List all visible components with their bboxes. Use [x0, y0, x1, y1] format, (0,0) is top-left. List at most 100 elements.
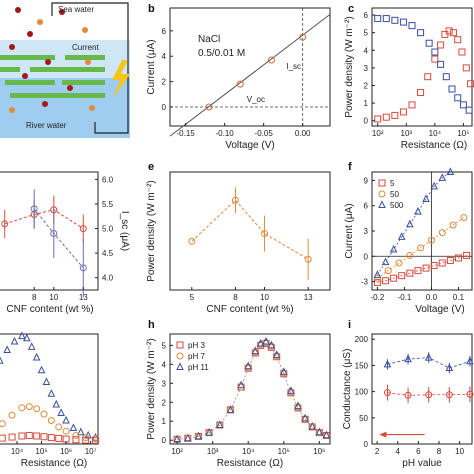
x-tick-label: 0.1 — [453, 293, 465, 302]
data-point — [395, 259, 403, 267]
data-point — [422, 194, 430, 202]
x-tick-label: 13 — [304, 293, 313, 302]
data-point — [373, 278, 381, 286]
data-point — [262, 336, 270, 345]
data-point — [231, 196, 239, 204]
data-point — [294, 401, 302, 410]
annotation-text: NaCl — [198, 34, 220, 45]
data-point — [467, 80, 474, 88]
ion — [15, 7, 21, 13]
data-point — [72, 436, 80, 444]
data-point — [431, 55, 439, 63]
data-point — [373, 274, 381, 282]
panel-letter-f: f — [348, 161, 352, 173]
data-point — [79, 225, 87, 233]
x-tick-label: 10⁴ — [242, 447, 255, 456]
data-point — [226, 405, 235, 413]
data-point — [445, 27, 453, 35]
data-point — [18, 432, 26, 440]
ion — [37, 19, 43, 25]
data-point — [287, 386, 295, 394]
x-tick-label: 5 — [190, 293, 195, 302]
data-point — [422, 264, 430, 272]
y-axis-label: Conductance (μS) — [342, 349, 353, 430]
x-tick-label: 8 — [32, 293, 37, 302]
x-axis-label: Resistance (Ω) — [21, 458, 87, 469]
y-tick-label: 6.0 — [102, 175, 114, 184]
data-point — [256, 338, 265, 347]
data-point — [408, 101, 416, 109]
x-tick-label: 6 — [416, 447, 421, 456]
plot-frame-e — [169, 171, 331, 291]
y-tick-label: -3 — [361, 278, 369, 287]
data-point — [215, 420, 224, 429]
y-axis-label: Power density (W m⁻²) — [146, 338, 157, 439]
y-tick-label: 0 — [162, 103, 167, 112]
series-line — [377, 217, 465, 279]
legend-marker — [378, 190, 386, 198]
data-point — [404, 391, 412, 399]
y-tick-label: 4.0 — [102, 274, 114, 283]
data-point — [390, 274, 398, 282]
data-point — [10, 336, 19, 345]
data-point — [205, 103, 213, 111]
legend-marker — [378, 200, 386, 208]
y-tick-label: 5 — [364, 29, 369, 38]
x-tick-label: 8 — [233, 293, 238, 302]
data-point — [294, 403, 302, 411]
plot-frame-h — [169, 333, 331, 445]
data-point — [0, 434, 6, 442]
data-point — [27, 342, 36, 350]
arrow-head-icon — [379, 431, 387, 438]
data-point — [406, 269, 414, 277]
data-point — [437, 41, 445, 49]
fit-line — [169, 13, 331, 137]
y-tick-label: 4.5 — [102, 249, 114, 258]
x-axis-label: Resistance (Ω) — [217, 458, 283, 469]
panel-letter-i: i — [348, 319, 351, 331]
series-line — [33, 208, 84, 269]
y-tick-label: 6 — [364, 11, 369, 20]
data-point — [205, 428, 213, 436]
y-axis-label: Power density (W m⁻²) — [146, 180, 157, 281]
x-tick-label: 10³ — [207, 447, 219, 456]
data-point — [382, 113, 390, 121]
data-point — [299, 33, 307, 41]
ion — [9, 107, 15, 113]
data-point — [69, 423, 78, 431]
data-point — [397, 232, 406, 240]
x-tick-label: -0.2 — [371, 293, 385, 302]
y-tick-label: 3 — [364, 64, 369, 73]
data-point — [183, 433, 192, 442]
data-point — [251, 346, 260, 355]
data-point — [441, 30, 449, 38]
y-tick-label: 0 — [162, 436, 167, 445]
data-point — [374, 15, 382, 23]
x-tick-label: 10⁴ — [11, 447, 24, 456]
data-point — [449, 29, 457, 37]
y-tick-label: 2 — [364, 81, 369, 90]
data-point — [458, 48, 466, 56]
plot-frame-b — [169, 7, 331, 127]
data-point — [414, 267, 422, 275]
data-point — [194, 431, 203, 440]
data-point — [431, 48, 439, 56]
y-tick-label: 4 — [364, 46, 369, 55]
data-point — [251, 348, 259, 356]
data-point — [462, 64, 470, 72]
data-point — [1, 220, 9, 228]
data-point — [3, 345, 11, 354]
data-point — [399, 108, 407, 116]
membrane-layer — [10, 93, 105, 98]
membrane-layer — [0, 67, 20, 72]
isc-label: I_sc — [286, 62, 301, 71]
data-point — [437, 60, 445, 68]
data-point — [47, 434, 55, 442]
data-point — [62, 415, 70, 424]
y-tick-label: 4 — [162, 52, 167, 61]
data-point — [466, 356, 474, 365]
ion — [85, 59, 91, 65]
data-point — [445, 391, 453, 399]
y-tick-label: 0 — [364, 252, 369, 261]
